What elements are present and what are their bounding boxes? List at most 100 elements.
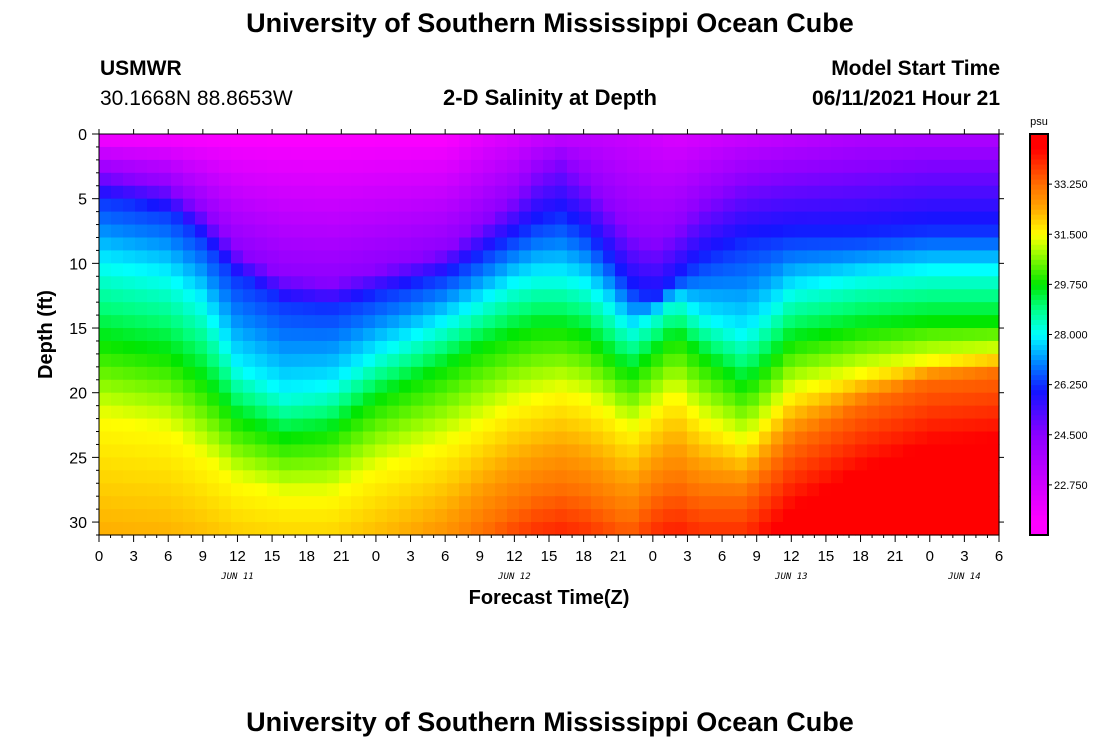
heatmap-cell — [399, 302, 412, 316]
heatmap-cell — [327, 146, 340, 161]
heatmap-cell — [675, 250, 688, 264]
heatmap-cell — [111, 315, 124, 329]
heatmap-cell — [183, 224, 196, 239]
heatmap-cell — [99, 392, 112, 407]
heatmap-cell — [555, 302, 568, 316]
heatmap-cell — [351, 328, 364, 342]
heatmap-cell — [651, 405, 664, 420]
heatmap-cell — [291, 444, 304, 458]
heatmap-cell — [603, 276, 616, 290]
heatmap-cell — [891, 289, 904, 303]
heatmap-cell — [699, 250, 712, 264]
heatmap-cell — [447, 146, 460, 161]
heatmap-cell — [231, 483, 244, 497]
heatmap-cell — [975, 405, 988, 420]
heatmap-cell — [603, 496, 616, 510]
heatmap-cell — [687, 211, 700, 226]
heatmap-cell — [807, 263, 820, 277]
heatmap-cell — [783, 431, 796, 446]
heatmap-cell — [267, 366, 280, 381]
heatmap-cell — [903, 522, 916, 536]
heatmap-cell — [255, 405, 268, 420]
heatmap-cell — [399, 159, 412, 174]
heatmap-cell — [963, 340, 976, 355]
heatmap-cell — [219, 276, 232, 290]
heatmap-cell — [639, 392, 652, 407]
heatmap-cell — [495, 315, 508, 329]
heatmap-cell — [339, 418, 352, 433]
heatmap-cell — [975, 302, 988, 316]
heatmap-cell — [723, 159, 736, 174]
heatmap-cell — [795, 302, 808, 316]
heatmap-cell — [819, 522, 832, 536]
heatmap-cell — [843, 496, 856, 510]
y-axis-title: Depth (ft) — [35, 290, 57, 379]
heatmap-cell — [111, 328, 124, 342]
heatmap-cell — [723, 418, 736, 433]
colorbar-segment — [1030, 139, 1048, 145]
heatmap-cell — [699, 457, 712, 471]
heatmap-cell — [567, 328, 580, 342]
heatmap-cell — [543, 289, 556, 303]
heatmap-cell — [351, 185, 364, 200]
heatmap-cell — [723, 522, 736, 536]
heatmap-cell — [639, 289, 652, 303]
heatmap-cell — [375, 263, 388, 277]
heatmap-cell — [447, 340, 460, 355]
colorbar-segment — [1030, 444, 1048, 451]
heatmap-cell — [915, 483, 928, 497]
heatmap-cell — [591, 172, 604, 187]
heatmap-cell — [447, 134, 460, 148]
heatmap-cell — [831, 431, 844, 446]
heatmap-cell — [171, 224, 184, 239]
colorbar-segment — [1030, 234, 1048, 240]
heatmap-cell — [279, 444, 292, 458]
heatmap-cell — [483, 224, 496, 239]
heatmap-cell — [159, 146, 172, 161]
heatmap-cell — [855, 250, 868, 264]
heatmap-cell — [99, 328, 112, 342]
heatmap-cell — [351, 263, 364, 277]
heatmap-cell — [135, 457, 148, 471]
heatmap-cell — [711, 328, 724, 342]
heatmap-cell — [615, 276, 628, 290]
heatmap-cell — [555, 431, 568, 446]
heatmap-cell — [339, 185, 352, 200]
colorbar-segment — [1030, 279, 1048, 285]
heatmap-cell — [531, 134, 544, 148]
heatmap-cell — [747, 237, 760, 252]
heatmap-cell — [147, 509, 160, 523]
heatmap-cell — [387, 483, 400, 497]
heatmap-cell — [483, 315, 496, 329]
heatmap-cell — [927, 172, 940, 187]
heatmap-cell — [663, 134, 676, 148]
heatmap-cell — [927, 496, 940, 510]
heatmap-cell — [351, 522, 364, 536]
heatmap-cell — [171, 509, 184, 523]
heatmap-cell — [519, 470, 532, 484]
heatmap-cell — [267, 379, 280, 394]
heatmap-cell — [159, 302, 172, 316]
heatmap-cell — [939, 159, 952, 174]
heatmap-cell — [747, 302, 760, 316]
heatmap-cell — [615, 444, 628, 458]
heatmap-cell — [519, 172, 532, 187]
heatmap-cell — [339, 405, 352, 420]
heatmap-cell — [135, 185, 148, 200]
heatmap-cell — [399, 172, 412, 187]
heatmap-cell — [351, 276, 364, 290]
heatmap-cell — [327, 185, 340, 200]
heatmap-cell — [675, 431, 688, 446]
heatmap-cell — [483, 211, 496, 226]
heatmap-cell — [639, 405, 652, 420]
heatmap-cell — [519, 146, 532, 161]
heatmap-cell — [207, 250, 220, 264]
heatmap-cell — [951, 146, 964, 161]
heatmap-cell — [135, 418, 148, 433]
heatmap-cell — [411, 250, 424, 264]
heatmap-cell — [387, 379, 400, 394]
heatmap-cell — [399, 444, 412, 458]
heatmap-cell — [531, 483, 544, 497]
heatmap-cell — [939, 353, 952, 368]
heatmap-cell — [831, 237, 844, 252]
